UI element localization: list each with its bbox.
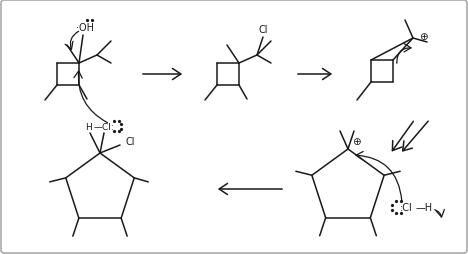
Text: H: H: [85, 122, 91, 131]
Text: :Cl: :Cl: [400, 202, 412, 212]
Text: —Cl:: —Cl:: [94, 122, 114, 131]
Text: ·OH: ·OH: [76, 23, 94, 33]
Text: ⊕: ⊕: [351, 136, 360, 146]
Text: Cl: Cl: [258, 25, 268, 35]
Text: Cl: Cl: [125, 136, 135, 146]
Text: ⊕: ⊕: [418, 32, 427, 42]
Text: —H: —H: [416, 202, 432, 212]
